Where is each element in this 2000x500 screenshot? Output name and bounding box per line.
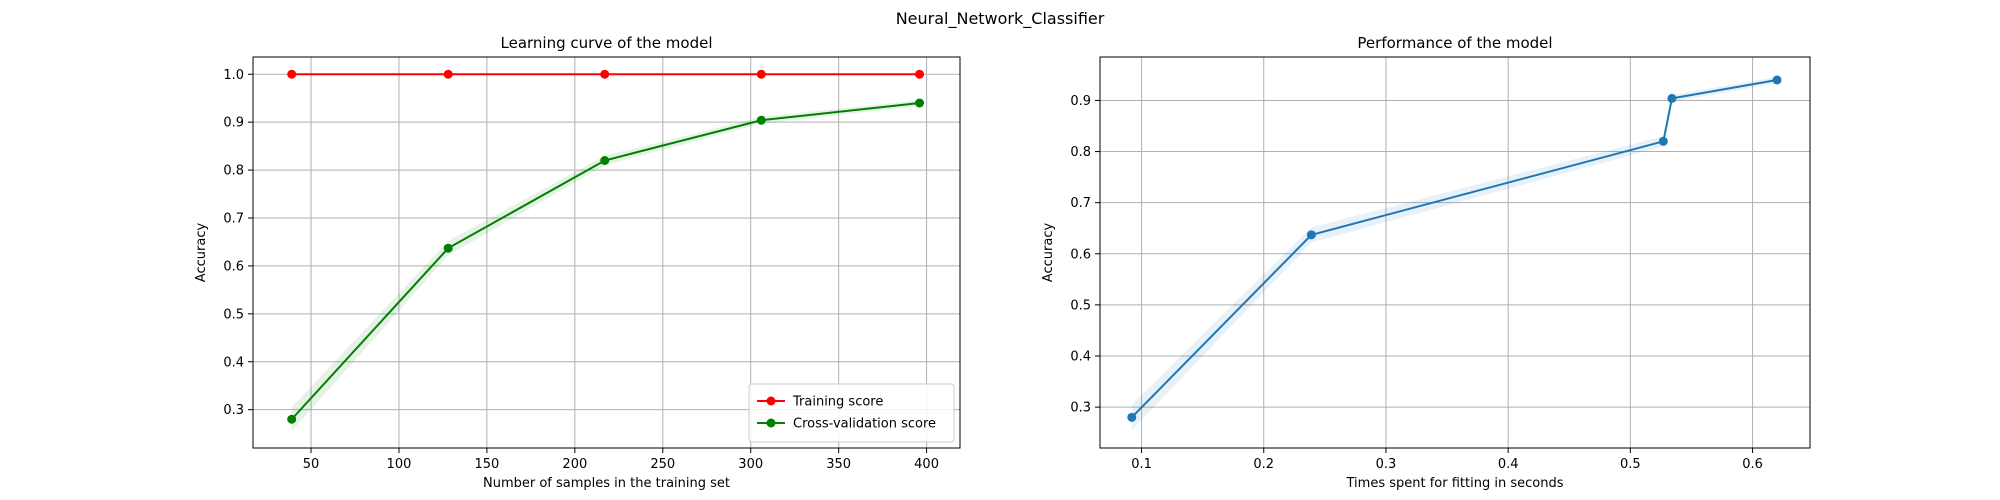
chart-title: Learning curve of the model: [501, 34, 713, 52]
data-point: [287, 69, 297, 79]
x-tick-label: 0.2: [1253, 457, 1274, 472]
x-tick-label: 300: [738, 457, 763, 472]
y-tick-label: 0.3: [223, 403, 244, 418]
y-axis-label: Accuracy: [1041, 223, 1056, 283]
y-axis-label: Accuracy: [194, 223, 209, 283]
series-line: [290, 102, 920, 420]
axes-frame: [1099, 56, 1811, 449]
series-2: [287, 98, 925, 432]
x-tick-label: 150: [474, 457, 499, 472]
y-tick-label: 0.8: [223, 164, 244, 179]
chart-title: Performance of the model: [1357, 34, 1552, 52]
x-tick-label: 0.1: [1131, 457, 1152, 472]
x-tick-label: 100: [387, 457, 412, 472]
data-point: [1772, 75, 1782, 85]
series-1: [287, 69, 925, 79]
x-tick-label: 0.3: [1376, 457, 1397, 472]
x-tick-label: 250: [650, 457, 675, 472]
legend-marker: [766, 418, 776, 428]
y-tick-label: 0.5: [223, 307, 244, 322]
legend: Training score Cross-validation score: [748, 383, 955, 443]
data-point: [443, 243, 453, 253]
data-point: [287, 414, 297, 424]
data-point: [600, 69, 610, 79]
y-tick-label: 0.6: [223, 259, 244, 274]
x-tick-label: 350: [826, 457, 851, 472]
data-point: [915, 69, 925, 79]
legend-label: Cross-validation score: [793, 417, 936, 432]
data-point: [1667, 93, 1677, 103]
data-point: [1306, 230, 1316, 240]
x-tick-label: 0.6: [1742, 457, 1763, 472]
y-tick-label: 1.0: [223, 68, 244, 83]
x-tick-label: 0.5: [1620, 457, 1641, 472]
x-tick-label: 400: [914, 457, 939, 472]
grid: [1100, 57, 1810, 448]
data-point: [600, 156, 610, 165]
y-tick-label: 0.4: [1070, 350, 1091, 365]
y-tick-label: 0.9: [223, 116, 244, 131]
x-tick-label: 200: [562, 457, 587, 472]
x-tick-label: 50: [303, 457, 320, 472]
series-line: [1131, 79, 1778, 419]
data-point: [443, 69, 453, 79]
data-point: [756, 69, 766, 79]
y-tick-label: 0.7: [1070, 196, 1091, 211]
y-tick-label: 0.4: [223, 355, 244, 370]
figure-suptitle: Neural_Network_Classifier: [896, 9, 1105, 29]
legend-label: Training score: [792, 395, 883, 410]
x-axis-label: Number of samples in the training set: [483, 476, 730, 491]
chart-1: 50 100 150 200 250 300 350 400 0.3 0.4 0.5 0.6 0.7 0.…: [194, 34, 961, 491]
chart-2: 0.1 0.2 0.3 0.4 0.5 0.6 0.3 0.4 0.5 0.6 0.7 0.8 0.9 P…: [1041, 34, 1811, 491]
data-point: [1658, 136, 1668, 146]
axes-frame: [252, 56, 961, 449]
x-tick-label: 0.4: [1498, 457, 1519, 472]
legend-marker: [766, 396, 776, 406]
x-axis-label: Times spent for fitting in seconds: [1346, 476, 1564, 491]
y-tick-label: 0.5: [1070, 298, 1091, 313]
legend-frame: [748, 383, 955, 443]
y-tick-label: 0.7: [223, 212, 244, 227]
data-point: [756, 115, 766, 125]
data-point: [1127, 412, 1137, 422]
y-tick-label: 0.8: [1070, 145, 1091, 160]
y-tick-label: 0.9: [1070, 94, 1091, 109]
y-tick-label: 0.3: [1070, 401, 1091, 416]
data-point: [915, 98, 925, 108]
y-tick-label: 0.6: [1070, 247, 1091, 262]
series-1: [1127, 75, 1782, 431]
